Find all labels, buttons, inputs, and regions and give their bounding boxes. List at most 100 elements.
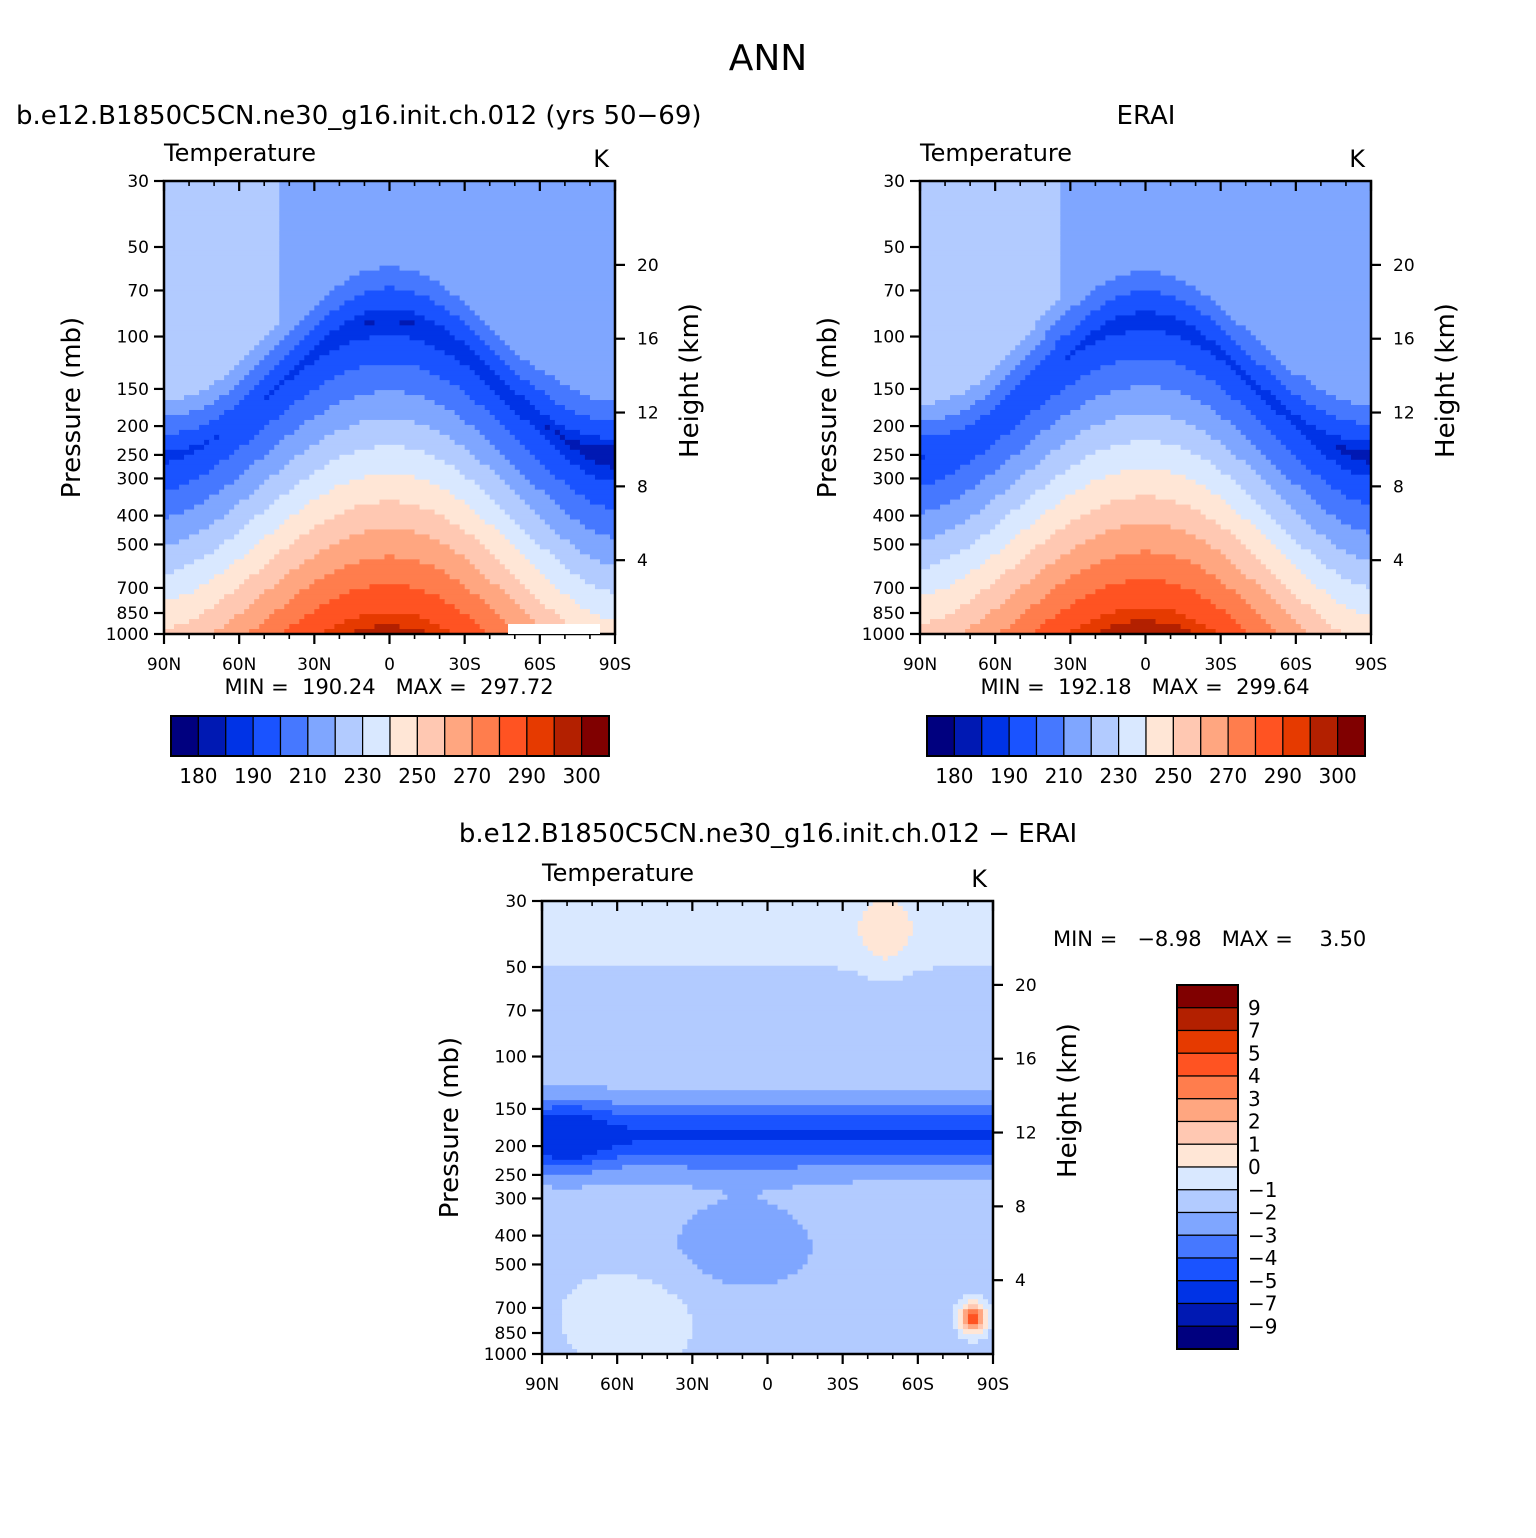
panel-obs-cell: [920, 290, 1061, 297]
panel-obs-cell: [1230, 335, 1257, 341]
panel-model-cell: [274, 385, 280, 391]
panel-model-cell: [319, 549, 456, 555]
panel-obs-cell: [1300, 414, 1337, 421]
panel-obs-cell: [960, 604, 1001, 610]
panel-obs-cell: [1065, 494, 1137, 501]
panel-model-cell: [579, 519, 615, 526]
panel-obs-cell: [965, 574, 1001, 580]
panel-obs-cell: [920, 619, 931, 625]
panel-obs-cell: [1230, 504, 1262, 511]
panel-obs-cell: [980, 564, 1016, 570]
panel-obs-cell: [945, 414, 981, 421]
panel-model-cell: [399, 320, 416, 326]
panel-obs-cell: [1030, 604, 1071, 610]
panel-model-cell: [489, 409, 516, 416]
panel-model-cell: [264, 395, 270, 401]
panel-obs-cell: [1010, 390, 1061, 396]
panel-model-cell: [519, 355, 615, 361]
panel-obs-cell: [920, 474, 946, 481]
panel-obs-cell: [1105, 529, 1187, 536]
panel-obs-cell: [1250, 494, 1282, 501]
panel-diff-cell: [542, 1025, 993, 1032]
panel-model-cell: [164, 305, 280, 312]
panel-obs-cell: [1025, 444, 1061, 451]
panel-diff-cell: [857, 930, 914, 937]
panel-model-cell: [294, 400, 340, 406]
panel-obs-cell: [1100, 629, 1192, 634]
panel-obs-cell: [1215, 380, 1247, 386]
panel-obs-cell: [1060, 215, 1371, 222]
panel-model-cell: [324, 315, 356, 321]
panel-diff-cell: [952, 1324, 959, 1330]
panel-model-cell: [504, 454, 536, 461]
panel-diff-cell: [542, 1334, 568, 1340]
panel-obs-cell: [1270, 624, 1302, 630]
panel-model-cell: [249, 390, 270, 396]
panel-model-cell: [589, 499, 615, 506]
panel-diff-cell: [612, 1100, 993, 1106]
panel-model-cell: [214, 549, 250, 555]
panel-model-cell: [164, 195, 280, 202]
panel-model-cell: [564, 454, 586, 461]
panel-obs-cell: [1130, 290, 1162, 297]
panel-obs-cell: [920, 554, 951, 560]
panel-obs-cell: [920, 409, 961, 416]
panel-model-cell: [164, 205, 280, 212]
panel-obs-cell: [1010, 594, 1046, 600]
panel-diff-cell: [987, 1299, 993, 1305]
panel-model-cell: [164, 534, 190, 541]
panel-obs-cell: [1290, 589, 1327, 595]
colorbar-obs-swatch: [1035, 715, 1065, 757]
panel-obs-cell: [1185, 474, 1232, 481]
panel-obs-cell: [1060, 250, 1371, 257]
panel-obs-cell: [1245, 434, 1277, 441]
panel-model-cell: [279, 320, 300, 326]
panel-diff-cell: [542, 1080, 993, 1086]
panel-obs-cell: [1055, 474, 1107, 481]
colorbar-obs-label: 180: [935, 764, 973, 788]
panel-model-cell: [259, 569, 290, 575]
panel-model-cell: [279, 275, 351, 282]
panel-obs-ytick-label: 100: [873, 328, 905, 348]
panel-model-cell: [214, 434, 220, 441]
panel-model-cell: [279, 230, 615, 237]
panel-model-cell: [164, 554, 205, 560]
panel-obs-cell: [1060, 240, 1371, 247]
panel-model-cell: [329, 599, 446, 605]
panel-model-cell: [539, 409, 576, 416]
panel-model-cell: [279, 255, 615, 262]
panel-obs-cell: [1045, 619, 1091, 625]
panel-diff-cell: [982, 1324, 989, 1330]
panel-model-cell: [239, 444, 275, 451]
panel-diff-cell: [897, 901, 993, 907]
panel-diff-cell: [977, 1309, 984, 1315]
panel-obs-xtick-label: 90N: [903, 655, 937, 675]
panel-obs-cell: [990, 390, 1011, 396]
panel-obs-cell: [920, 609, 956, 615]
panel-model-cell: [349, 275, 431, 282]
panel-obs-cell: [1265, 509, 1297, 516]
panel-obs-cell: [920, 504, 941, 511]
panel-obs-cell: [1240, 539, 1272, 545]
panel-obs-cell: [1035, 519, 1071, 526]
panel-obs-cell: [920, 325, 1036, 331]
panel-obs-cell: [1205, 569, 1242, 575]
panel-obs-cell: [920, 514, 971, 521]
panel-model-cell: [544, 464, 581, 471]
panel-model-cell: [164, 604, 215, 610]
panel-model-cell: [474, 479, 506, 486]
panel-diff-cell: [982, 1319, 989, 1325]
panel-model-cell: [279, 260, 615, 267]
panel-obs-cell: [980, 534, 1016, 541]
panel-obs-cell: [920, 255, 1061, 262]
panel-model-cell: [209, 579, 245, 585]
panel-model-cell: [284, 355, 305, 361]
panel-obs-cell: [970, 544, 1006, 550]
panel-obs-cell: [1225, 330, 1252, 336]
panel-obs-cell: [1365, 459, 1371, 466]
panel-model-cell: [549, 395, 591, 401]
panel-obs-cell: [1275, 519, 1307, 526]
panel-obs-cell: [1045, 310, 1066, 317]
